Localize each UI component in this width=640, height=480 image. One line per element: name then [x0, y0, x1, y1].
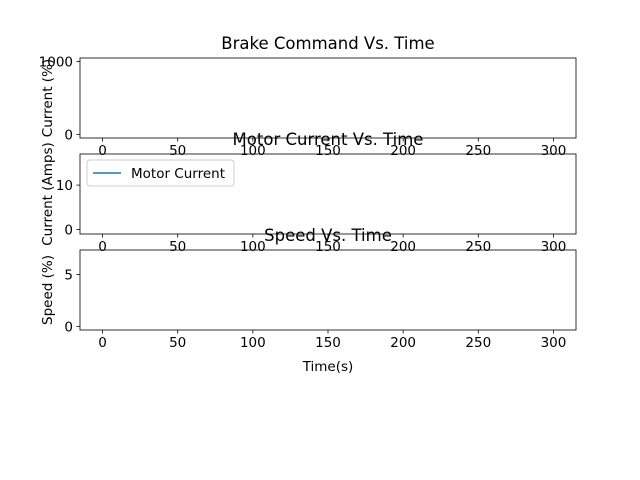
- motor-current-xtick-label: 250: [465, 239, 491, 255]
- brake-command-axes-frame: [79, 57, 577, 139]
- motor-current-ylabel: Current (Amps): [40, 142, 56, 246]
- motor-current-title: Motor Current Vs. Time: [233, 130, 424, 149]
- speed-title: Speed Vs. Time: [264, 226, 392, 245]
- brake-command-xtick-label: 150: [315, 143, 341, 159]
- speed-xlabel: Time(s): [302, 359, 354, 375]
- brake-command-title: Brake Command Vs. Time: [221, 34, 434, 53]
- speed-ylabel: Speed (%): [40, 255, 56, 325]
- speed-ytick-label: 0: [64, 319, 73, 335]
- speed-xtick-label: 50: [169, 335, 186, 351]
- speed-xtick-label: 100: [240, 335, 266, 351]
- motor-current-legend-label: Motor Current: [131, 166, 225, 182]
- motor-current-legend: Motor Current: [86, 159, 235, 187]
- brake-command-xtick-label: 0: [98, 143, 107, 159]
- speed-xtick-label: 0: [98, 335, 107, 351]
- speed-xtick-label: 200: [390, 335, 416, 351]
- speed-axes-frame: [79, 249, 577, 331]
- motor-current-axes: 0 50 100 150 200 250 300 0 10 Motor Current Vs. T…: [40, 130, 577, 255]
- speed-axes: 0 50 100 150 200 250 300 0 5 Speed Vs. Time Speed …: [40, 226, 577, 375]
- motor-current-xtick-label: 50: [169, 239, 186, 255]
- motor-current-xtick-label: 150: [315, 239, 341, 255]
- brake-command-xtick-label: 300: [541, 143, 567, 159]
- brake-command-ylabel: Current (%): [40, 59, 56, 137]
- speed-xtick-label: 150: [315, 335, 341, 351]
- brake-command-xtick-label: 200: [390, 143, 416, 159]
- motor-current-legend-box: [86, 159, 235, 187]
- motor-current-xtick-label: 300: [541, 239, 567, 255]
- brake-command-ytick-label: 0: [64, 127, 73, 143]
- motor-current-axes-frame: [79, 153, 577, 235]
- brake-command-axes: 0 50 100 150 200 250 300 0 1000 Brake Command Vs.…: [39, 34, 577, 159]
- speed-ytick-label: 5: [64, 267, 73, 283]
- motor-current-ytick-label: 10: [56, 178, 73, 194]
- motor-current-xtick-label: 0: [98, 239, 107, 255]
- brake-command-xtick-label: 100: [240, 143, 266, 159]
- brake-command-xtick-label: 50: [169, 143, 186, 159]
- motor-current-xtick-label: 100: [240, 239, 266, 255]
- motor-current-ytick-label: 0: [64, 223, 73, 239]
- motor-current-xtick-label: 200: [390, 239, 416, 255]
- speed-xtick-label: 250: [465, 335, 491, 351]
- speed-xtick-label: 300: [541, 335, 567, 351]
- brake-command-xtick-label: 250: [465, 143, 491, 159]
- brake-command-ytick-label: 1000: [39, 55, 73, 71]
